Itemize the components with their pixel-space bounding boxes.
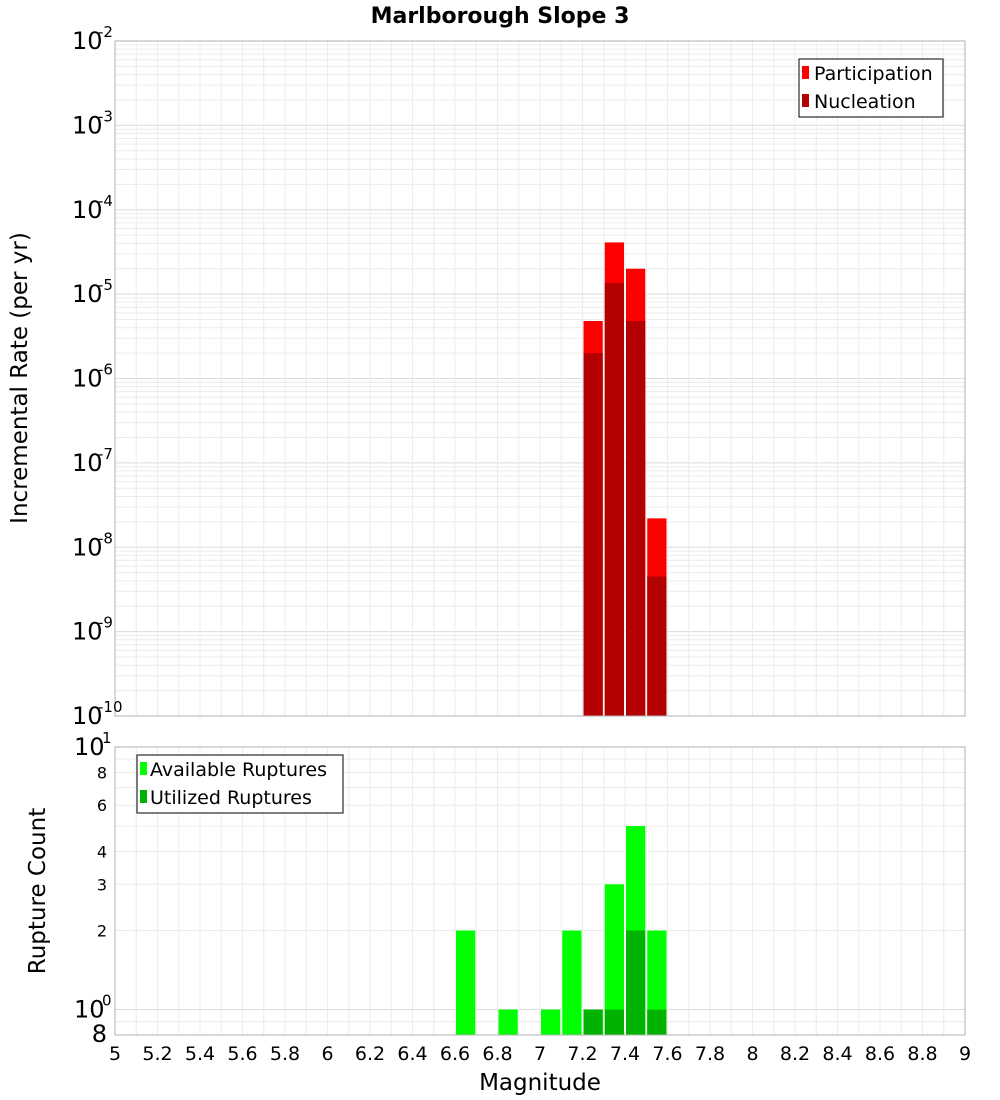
count-y-tick-label: 8 — [97, 763, 107, 782]
x-tick-label: 6.8 — [482, 1043, 512, 1065]
legend-swatch-available — [140, 762, 147, 775]
nucleation-bar — [647, 576, 667, 716]
rate-y-tick-label-base: 10 — [72, 618, 103, 646]
x-tick-label: 5 — [109, 1043, 121, 1065]
rate-y-tick-label-exponent: -8 — [98, 529, 113, 547]
rate-y-tick-label-exponent: -10 — [98, 698, 123, 716]
legend-label-available: Available Ruptures — [150, 759, 327, 781]
legend-label-utilized: Utilized Ruptures — [150, 787, 312, 809]
x-axis-label: Magnitude — [479, 1070, 601, 1096]
count-y-tick-label: 6 — [97, 796, 107, 815]
rate-y-tick-label-base: 10 — [72, 533, 103, 561]
x-tick-label: 7.4 — [610, 1043, 640, 1065]
count-y-tick-label: 8 — [92, 1020, 107, 1048]
nucleation-bar — [626, 321, 646, 716]
chart-title: Marlborough Slope 3 — [371, 4, 630, 29]
rate-y-tick-label-base: 10 — [72, 196, 103, 224]
available-ruptures-bar — [541, 1009, 561, 1035]
legend-swatch-utilized — [140, 790, 147, 803]
rate-y-axis-label: Incremental Rate (per yr) — [7, 232, 33, 524]
x-tick-label: 6 — [321, 1043, 333, 1065]
rate-y-tick-label-base: 10 — [72, 449, 103, 477]
legend-label-participation: Participation — [814, 63, 933, 85]
utilized-ruptures-bar — [626, 930, 646, 1035]
x-tick-label: 6.6 — [440, 1043, 470, 1065]
x-tick-label: 8.4 — [822, 1043, 852, 1065]
available-ruptures-bar — [456, 930, 476, 1035]
x-tick-label: 5.6 — [227, 1043, 257, 1065]
count-y-tick-label-base: 10 — [74, 996, 105, 1024]
available-ruptures-bar — [647, 930, 667, 1035]
count-y-tick-label-exponent: 0 — [102, 992, 112, 1010]
x-tick-label: 8.8 — [907, 1043, 937, 1065]
count-y-tick-label: 2 — [97, 922, 107, 941]
count-legend-frame — [136, 754, 344, 814]
legend-swatch-nucleation — [802, 94, 809, 107]
x-tick-label: 6.4 — [397, 1043, 427, 1065]
x-tick-label: 5.2 — [142, 1043, 172, 1065]
utilized-ruptures-bar — [604, 1009, 624, 1035]
rate-grid — [114, 41, 966, 717]
rate-y-tick-label-exponent: -9 — [98, 614, 113, 632]
count-y-tick-label-exponent: 1 — [102, 729, 112, 747]
x-tick-label: 7.2 — [567, 1043, 597, 1065]
magnitude-x-tick-labels: 5 5.2 5.4 5.6 5.8 6 6.2 6.4 6.6 6.8 7 7.2 7.4 7.6 7.8 8… — [109, 1043, 971, 1065]
utilized-ruptures-bar — [583, 1009, 603, 1035]
x-tick-label: 8 — [746, 1043, 758, 1065]
count-y-tick-label: 4 — [97, 842, 107, 861]
x-tick-label: 8.6 — [865, 1043, 895, 1065]
available-ruptures-bar — [562, 930, 582, 1035]
rate-y-tick-label-base: 10 — [72, 27, 103, 55]
count-y-tick-label: 3 — [97, 875, 107, 894]
rate-legend: Participation Nucleation — [798, 58, 944, 118]
rate-bars — [583, 242, 667, 716]
x-tick-label: 7.6 — [652, 1043, 682, 1065]
x-tick-label: 5.4 — [185, 1043, 215, 1065]
rate-legend-frame — [798, 58, 944, 118]
rate-y-tick-label-exponent: -4 — [98, 192, 113, 210]
rate-y-tick-label-base: 10 — [72, 111, 103, 139]
available-ruptures-bar — [498, 1009, 518, 1035]
nucleation-bar — [583, 353, 603, 716]
rate-y-tick-label-base: 10 — [72, 280, 103, 308]
count-grid — [114, 746, 966, 1036]
count-plot-frame — [114, 746, 966, 1036]
count-y-axis-label: Rupture Count — [25, 808, 51, 974]
rate-y-tick-label-exponent: -2 — [98, 23, 113, 41]
rate-y-tick-label-base: 10 — [72, 702, 103, 730]
rate-y-tick-label-exponent: -5 — [98, 276, 113, 294]
x-tick-label: 6.2 — [355, 1043, 385, 1065]
x-tick-label: 8.2 — [780, 1043, 810, 1065]
rate-y-tick-label-base: 10 — [72, 365, 103, 393]
x-tick-label: 7.8 — [695, 1043, 725, 1065]
available-ruptures-bar — [604, 884, 624, 1035]
count-y-tick-label-base: 10 — [74, 733, 105, 761]
rate-y-tick-label-exponent: -3 — [98, 107, 113, 125]
rate-plot-frame — [114, 40, 966, 717]
count-bars — [456, 826, 667, 1035]
rate-y-tick-label-exponent: -6 — [98, 361, 113, 379]
count-legend: Available Ruptures Utilized Ruptures — [136, 754, 344, 814]
x-tick-label: 7 — [534, 1043, 546, 1065]
x-tick-label: 5.8 — [270, 1043, 300, 1065]
nucleation-bar — [604, 283, 624, 716]
rate-y-tick-label-exponent: -7 — [98, 445, 113, 463]
legend-swatch-participation — [802, 66, 809, 79]
x-tick-label: 9 — [959, 1043, 971, 1065]
legend-label-nucleation: Nucleation — [814, 91, 916, 113]
utilized-ruptures-bar — [647, 1009, 667, 1035]
